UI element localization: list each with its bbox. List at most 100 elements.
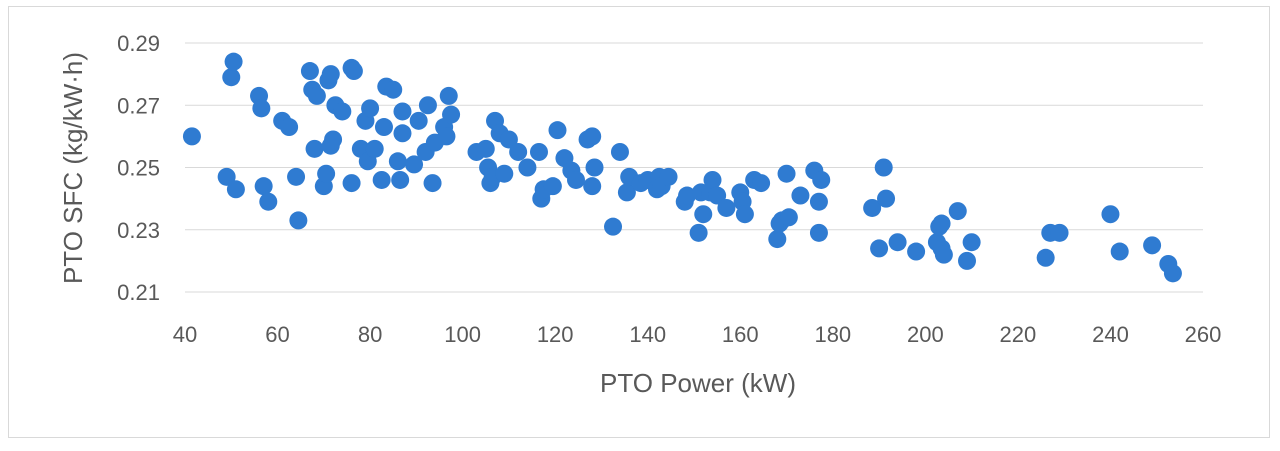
data-point [324,130,343,149]
data-point [300,62,319,81]
data-point [689,223,708,242]
data-point [418,96,437,115]
data-point [499,130,518,149]
data-point [610,142,629,161]
y-axis-title: PTO SFC (kg/kW·h) [58,52,88,284]
data-point [344,62,363,81]
data-point [321,65,340,84]
data-point [717,198,736,217]
data-point [405,155,424,174]
data-point [777,164,796,183]
data-point [678,186,697,205]
data-point [393,102,412,121]
data-point [809,223,828,242]
y-tick-label: 0.29 [117,31,160,56]
data-point [391,170,410,189]
data-point [958,251,977,270]
data-point [280,118,299,137]
data-point [863,198,882,217]
data-point [287,167,306,186]
data-point [735,205,754,224]
data-point [543,177,562,196]
data-point [1143,236,1162,255]
chart-frame [8,6,1270,438]
x-tick-label: 260 [1185,322,1222,347]
x-tick-label: 140 [629,322,666,347]
x-tick-label: 180 [814,322,851,347]
data-point [812,170,831,189]
data-point [439,86,458,105]
data-point [372,170,391,189]
data-point [585,158,604,177]
data-point [604,217,623,236]
data-point [423,174,442,193]
x-axis-ticks: 40 60 80 100 120 140 160 180 200 220 240 260 [173,322,1222,347]
data-point [874,158,893,177]
data-point [529,142,548,161]
data-point [409,111,428,130]
data-point [374,118,393,137]
data-point [342,174,361,193]
x-tick-label: 240 [1092,322,1129,347]
data-point [305,139,324,158]
data-point [217,167,236,186]
x-tick-label: 120 [537,322,574,347]
data-point [694,205,713,224]
data-point [388,152,407,171]
data-point [934,245,953,264]
y-tick-label: 0.27 [117,93,160,118]
data-point [289,211,308,230]
data-point [567,170,586,189]
data-point [617,183,636,202]
data-point [659,167,678,186]
data-point [224,52,243,71]
data-point [365,139,384,158]
x-tick-label: 60 [265,322,289,347]
data-point [509,142,528,161]
data-point [495,164,514,183]
data-point [393,124,412,143]
x-tick-label: 220 [1000,322,1037,347]
data-point [888,233,907,252]
data-point [962,233,981,252]
data-point [932,214,951,233]
data-point [307,86,326,105]
data-point [907,242,926,261]
data-point [548,121,567,140]
data-points [182,52,1182,283]
data-point [870,239,889,258]
data-point [442,105,461,124]
x-tick-label: 40 [173,322,197,347]
x-tick-label: 200 [907,322,944,347]
data-point [317,164,336,183]
data-point [1050,223,1069,242]
data-point [708,186,727,205]
data-point [768,230,787,249]
data-point [703,170,722,189]
data-point [518,158,537,177]
x-tick-label: 100 [444,322,481,347]
data-point [877,189,896,208]
data-point [437,127,456,146]
data-point [1163,264,1182,283]
data-point [1101,205,1120,224]
data-point [252,99,271,118]
x-axis-title: PTO Power (kW) [600,368,796,398]
data-point [182,127,201,146]
data-point [384,80,403,99]
data-point [948,202,967,221]
data-point [779,208,798,227]
data-point [259,192,278,211]
data-point [583,177,602,196]
data-point [333,102,352,121]
x-tick-label: 80 [358,322,382,347]
data-point [809,192,828,211]
data-point [752,174,771,193]
y-tick-label: 0.25 [117,156,160,181]
data-point [222,68,241,87]
y-tick-label: 0.21 [117,280,160,305]
data-point [583,127,602,146]
x-tick-label: 160 [722,322,759,347]
data-point [1036,248,1055,267]
